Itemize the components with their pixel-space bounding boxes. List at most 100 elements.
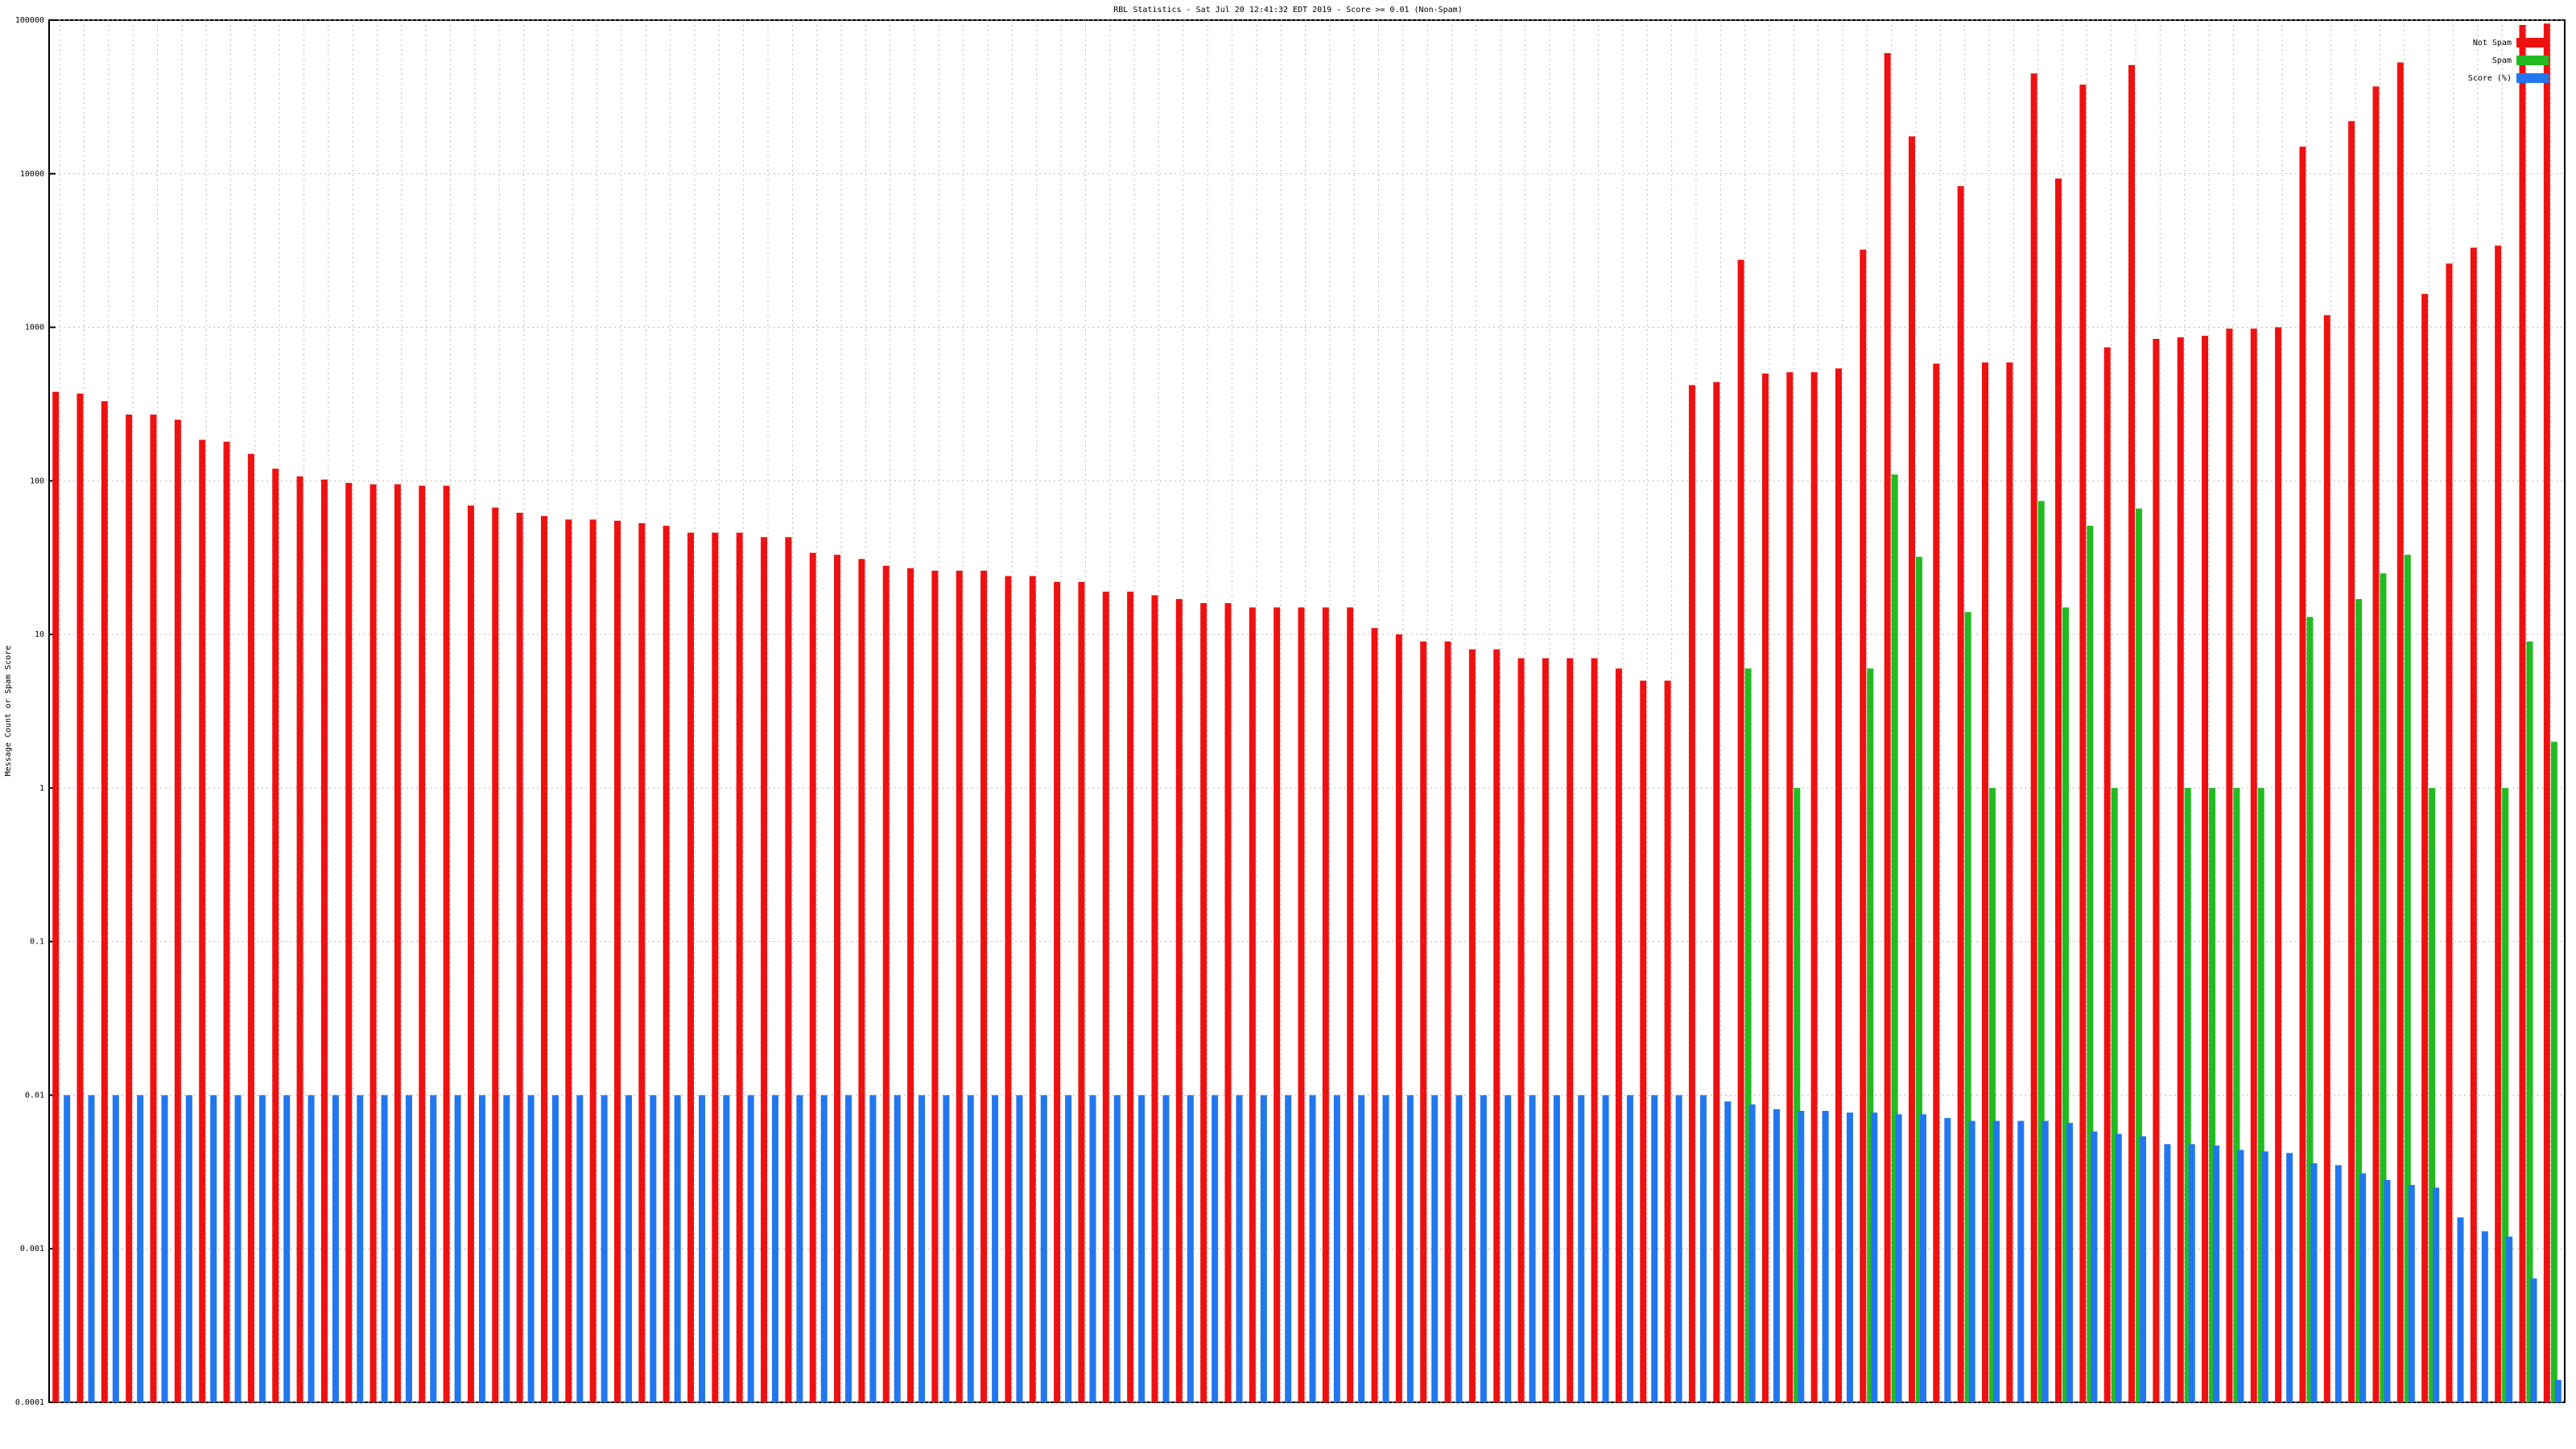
y-tick-label: 0.001 (20, 1245, 44, 1253)
bar (2177, 337, 2184, 1403)
bar (2226, 328, 2233, 1402)
bar (687, 532, 695, 1402)
bar (2446, 263, 2453, 1403)
bar (1798, 1110, 1805, 1402)
bar (2250, 328, 2257, 1402)
bar (943, 1095, 950, 1402)
bar (1455, 1095, 1463, 1402)
bar (2115, 1133, 2122, 1402)
bar (1005, 576, 1012, 1403)
bar (1249, 607, 1256, 1402)
bar (1578, 1095, 1585, 1402)
bar (52, 391, 60, 1402)
bar (64, 1095, 71, 1402)
bar (443, 485, 450, 1402)
y-tick-label: 10 (35, 630, 44, 639)
plot-frame (48, 19, 2566, 1403)
bar (956, 570, 963, 1403)
bar (1309, 1095, 1316, 1402)
bar (858, 559, 865, 1402)
bar (992, 1095, 999, 1402)
bar (2408, 1185, 2415, 1402)
bar (1260, 1095, 1267, 1402)
bar (126, 415, 133, 1402)
bar (381, 1095, 388, 1402)
bar (1933, 363, 1940, 1402)
bar (1493, 649, 1501, 1402)
bar (1748, 1104, 1756, 1402)
bar (2355, 599, 2363, 1402)
y-tick-label: 100000 (15, 16, 44, 25)
chart-title: RBL Statistics - Sat Jul 20 12:41:32 EDT… (1113, 6, 1462, 14)
bar (1517, 658, 1525, 1402)
bar (1699, 1095, 1707, 1402)
bar (723, 1095, 730, 1402)
bar (1737, 259, 1744, 1403)
bar (1871, 1113, 1878, 1402)
bar (2323, 315, 2330, 1403)
bar (2306, 617, 2314, 1402)
bar (2372, 86, 2380, 1402)
bar (1322, 607, 1329, 1402)
bar (234, 1095, 242, 1402)
bar (1542, 658, 1549, 1402)
bar (296, 476, 303, 1402)
bar (1688, 385, 1695, 1403)
bar (907, 568, 914, 1403)
bar (2136, 508, 2143, 1403)
bar (1567, 658, 1574, 1402)
bar (2111, 787, 2118, 1402)
bar (1175, 599, 1183, 1402)
legend-label: Score (%) (2468, 74, 2512, 83)
bar (1786, 372, 1794, 1402)
bar (2233, 787, 2240, 1402)
bar (2030, 73, 2037, 1403)
y-tick-label: 0.0001 (15, 1398, 44, 1407)
y-tick-label: 0.01 (25, 1091, 44, 1100)
bar (283, 1095, 291, 1402)
bar (1274, 607, 1281, 1402)
bar (405, 1095, 412, 1402)
y-tick-label: 10000 (20, 170, 44, 179)
bar (2554, 1380, 2562, 1402)
bar (1724, 1101, 1732, 1402)
bar (1651, 1095, 1658, 1402)
bar (247, 453, 254, 1402)
bar (1915, 556, 1922, 1402)
bar (1989, 787, 1996, 1402)
bar (2041, 1121, 2049, 1402)
bar (1371, 628, 1378, 1402)
bar (1675, 1095, 1682, 1402)
bar (2164, 1144, 2171, 1402)
bar (834, 555, 841, 1402)
bar (1919, 1114, 1926, 1402)
bar (589, 519, 597, 1402)
bar (2495, 246, 2502, 1403)
bar (2188, 1144, 2195, 1402)
bar (2066, 1122, 2074, 1402)
bar (1480, 1095, 1487, 1402)
bar (1664, 680, 1671, 1402)
bar (527, 1095, 535, 1402)
bar (1151, 595, 1158, 1402)
bar (1884, 52, 1891, 1402)
bar (2404, 555, 2411, 1402)
bar (1615, 668, 1622, 1402)
bar (345, 482, 353, 1403)
bar (1113, 1095, 1121, 1402)
bar (1810, 372, 1818, 1402)
legend-swatch (2516, 38, 2549, 47)
bar (2153, 339, 2160, 1403)
bar (736, 532, 743, 1402)
bar (2184, 787, 2191, 1402)
bar (869, 1095, 877, 1402)
bar (2421, 294, 2429, 1402)
bar (576, 1095, 584, 1402)
bar (503, 1095, 510, 1402)
legend-swatch (2516, 73, 2549, 83)
bar (1285, 1095, 1292, 1402)
bar (625, 1095, 632, 1402)
bar (320, 479, 328, 1402)
bar (663, 526, 670, 1402)
